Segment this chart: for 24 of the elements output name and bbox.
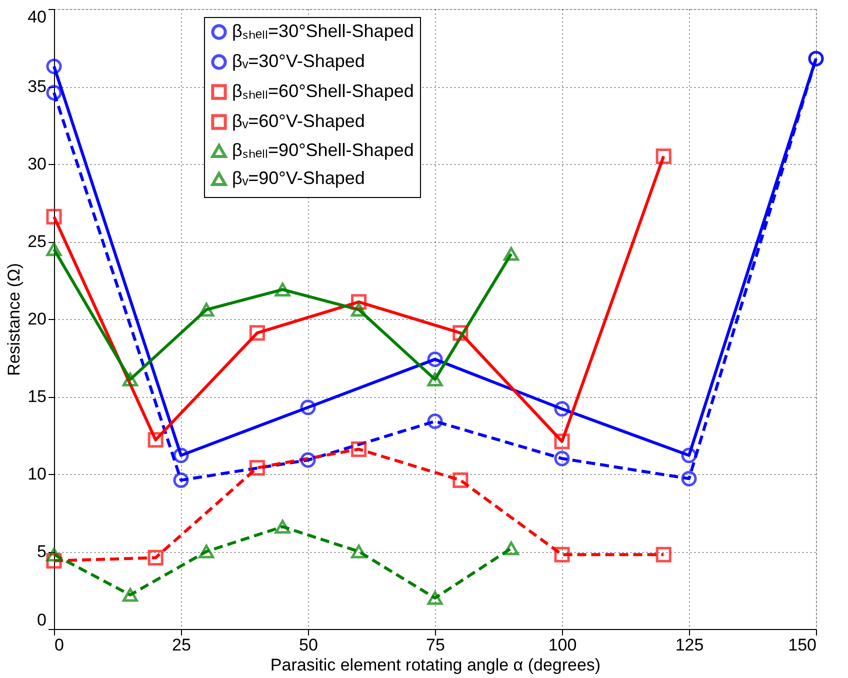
legend-label: βₛₕₑₗₗ=90°Shell-Shaped	[232, 140, 414, 160]
x-tick-label: 125	[675, 636, 704, 654]
y-axis-title: Resistance (Ω)	[4, 263, 24, 376]
x-tick-label: 0	[54, 636, 64, 654]
y-tick-label: 25	[28, 232, 46, 251]
y-tick-label: 0	[37, 610, 46, 630]
legend-label: βₛₕₑₗₗ=60°Shell-Shaped	[232, 81, 414, 101]
legend-label: βₛₕₑₗₗ=30°Shell-Shaped	[232, 21, 414, 41]
y-tick-label: 10	[28, 464, 46, 484]
legend-label: βᵥ=90°V-Shaped	[232, 168, 365, 188]
legend-label: βᵥ=30°V-Shaped	[232, 51, 365, 71]
legend-label: βᵥ=60°V-Shaped	[232, 111, 365, 131]
x-tick-label: 25	[172, 636, 191, 654]
x-axis-title: Parasitic element rotating angle α (degrees)	[270, 656, 601, 674]
y-tick-label: 35	[28, 77, 46, 96]
x-tick-label: 50	[299, 636, 318, 654]
y-tick-label: 20	[28, 310, 46, 328]
x-tick-label: 150	[788, 636, 816, 654]
y-tick-label: 5	[37, 542, 46, 561]
y-tick-label: 15	[28, 387, 46, 406]
x-tick-label: 100	[548, 636, 577, 654]
y-tick-label: 40	[28, 8, 46, 26]
x-tick-label: 75	[426, 636, 445, 654]
y-tick-label: 30	[28, 154, 46, 174]
